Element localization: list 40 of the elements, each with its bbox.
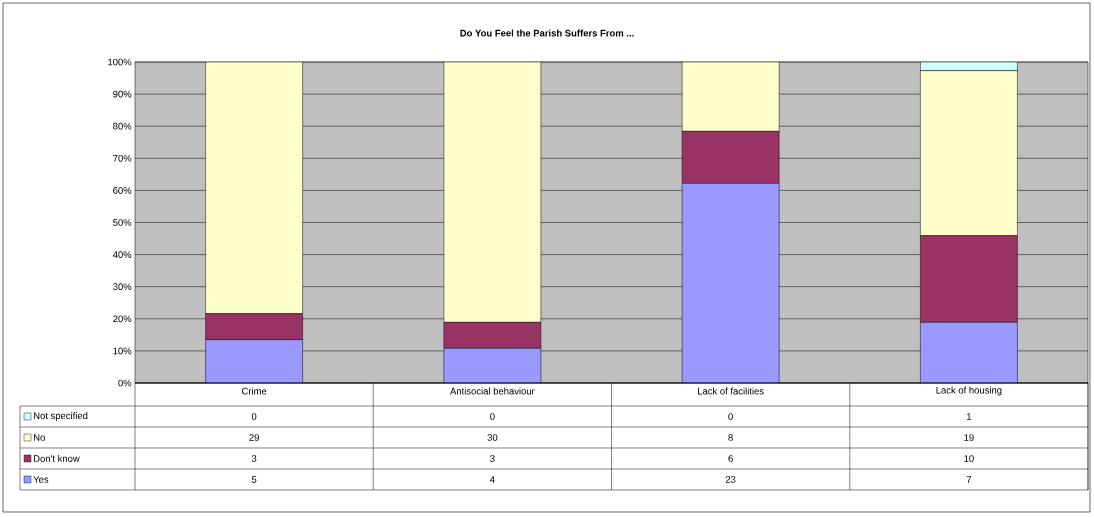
y-tick-label: 0% — [118, 379, 132, 387]
x-tick-label: Lack of facilities — [698, 387, 764, 395]
legend-label: No — [33, 434, 45, 441]
text: 0 — [728, 413, 733, 420]
y-tick-label: 100% — [108, 58, 132, 66]
y-tick-label: 90% — [113, 90, 132, 98]
bar — [681, 183, 780, 383]
text: 0 — [251, 413, 257, 420]
bar — [443, 348, 542, 383]
chart-title: Do You Feel the Parish Suffers From ... — [460, 29, 634, 37]
y-tick-label: 10% — [113, 347, 132, 355]
text: 23 — [725, 476, 736, 483]
text: 0 — [490, 413, 495, 420]
text: 6 — [728, 455, 733, 462]
y-tick-label: 60% — [113, 187, 132, 194]
y-tick-label: 50% — [113, 219, 132, 226]
text: 7 — [966, 476, 972, 483]
text: 8 — [728, 434, 733, 441]
bar — [920, 322, 1018, 383]
text: 19 — [964, 434, 974, 441]
y-tick-label: 30% — [113, 283, 132, 291]
text: 3 — [251, 455, 257, 462]
y-tick-label: 80% — [113, 122, 132, 130]
text: 1 — [966, 413, 972, 420]
bar — [205, 339, 303, 383]
legend-label: Yes — [33, 476, 49, 483]
legend-label: Don't know — [33, 455, 80, 462]
text: 30 — [487, 434, 498, 441]
x-tick-label: Lack of housing — [936, 386, 1002, 396]
legend-label: Not specified — [33, 412, 88, 421]
text: 29 — [249, 434, 259, 441]
text: 4 — [489, 476, 495, 483]
x-tick-label: Antisocial behaviour — [450, 387, 535, 395]
text: 3 — [490, 455, 495, 462]
y-tick-label: 20% — [113, 315, 132, 323]
y-tick-label: 70% — [113, 154, 132, 162]
x-tick-label: Crime — [242, 387, 267, 395]
text: 5 — [251, 476, 257, 483]
text: 10 — [964, 455, 974, 462]
y-tick-label: 40% — [112, 251, 132, 258]
